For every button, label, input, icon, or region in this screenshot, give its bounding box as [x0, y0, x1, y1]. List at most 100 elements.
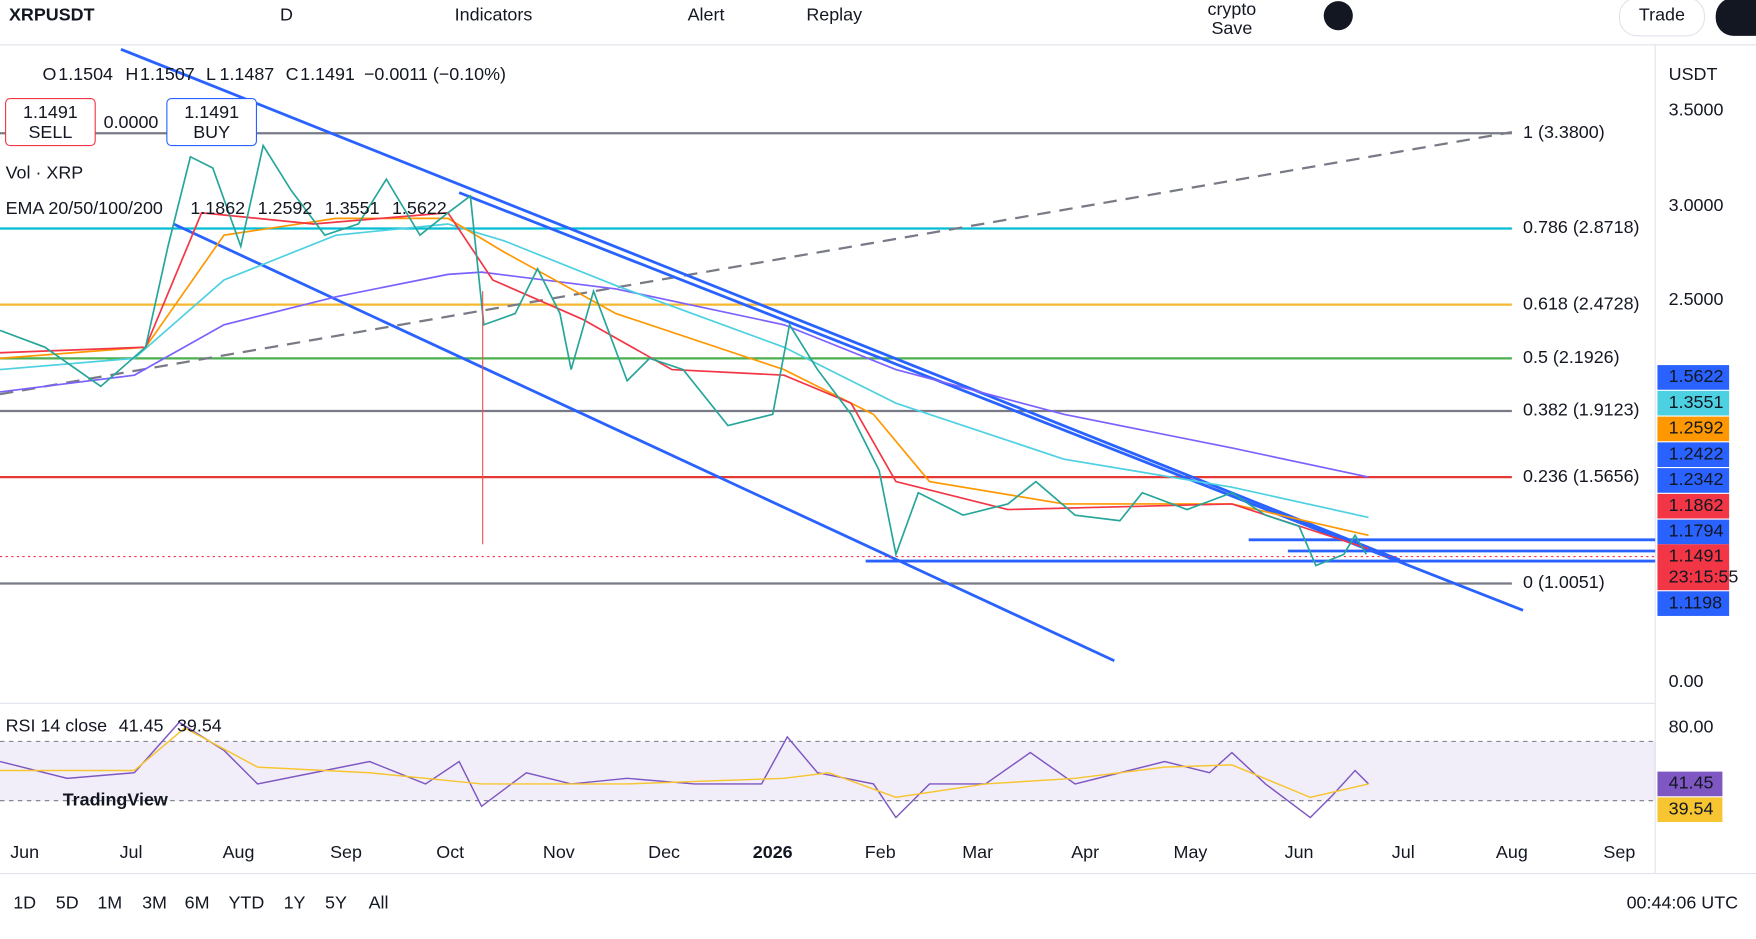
- buy-box[interactable]: [166, 97, 258, 147]
- range-button[interactable]: 3M: [142, 892, 167, 912]
- time-axis-label: Apr: [1071, 842, 1099, 862]
- ohlc-open-label: O: [43, 64, 57, 84]
- price-axis-label: 2.5000: [1669, 289, 1724, 309]
- time-axis-label: Jun: [1285, 842, 1314, 862]
- price-badge: [1657, 591, 1730, 616]
- avatar[interactable]: [1323, 1, 1353, 31]
- price-badge-text: 1.2422: [1669, 443, 1724, 463]
- sell-price: 1.1491: [23, 102, 78, 122]
- indicators-button[interactable]: Indicators: [455, 4, 533, 24]
- time-axis-label: Mar: [962, 842, 993, 862]
- time-axis-label: Nov: [543, 842, 575, 862]
- time-axis-label: Sep: [330, 842, 362, 862]
- price-badge-text: 1.1862: [1669, 495, 1724, 515]
- range-button[interactable]: YTD: [228, 892, 264, 912]
- rsi-badge: [1657, 771, 1723, 797]
- fib-label: 0 (1.0051): [1523, 572, 1605, 592]
- symbol[interactable]: XRPUSDT: [9, 4, 95, 24]
- fib-label: 0.618 (2.4728): [1523, 293, 1639, 313]
- price-badge: [1657, 565, 1730, 591]
- layout-status: Save: [1211, 18, 1252, 38]
- range-button[interactable]: 5D: [56, 892, 79, 912]
- price-badge-text: 1.3551: [1669, 392, 1724, 412]
- price-badge: [1657, 390, 1730, 416]
- sell-label: SELL: [28, 122, 72, 142]
- time-axis-label: Aug: [1496, 842, 1528, 862]
- rsi-value: 41.45: [119, 716, 164, 736]
- price-badge-text: 23:15:55: [1669, 567, 1739, 587]
- price-badge: [1657, 493, 1730, 519]
- publish-button[interactable]: [1715, 0, 1756, 36]
- rsi-badge-text: 41.45: [1669, 773, 1714, 793]
- rsi-band: [0, 741, 1656, 801]
- price-badge-text: 1.1491: [1669, 545, 1724, 565]
- price-axis-label: 3.5000: [1669, 100, 1724, 120]
- fib-lines: [0, 131, 1513, 585]
- currency-select[interactable]: USDT: [1669, 64, 1718, 84]
- price-axis-label: 3.0000: [1669, 195, 1724, 215]
- range-button[interactable]: 1M: [97, 892, 122, 912]
- range-button[interactable]: 1D: [13, 892, 36, 912]
- range-button[interactable]: All: [369, 892, 389, 912]
- price-badge-text: 1.2342: [1669, 469, 1724, 489]
- time-axis-label: Jul: [1392, 842, 1415, 862]
- rsi-ma: [0, 727, 1369, 799]
- ohlc-high-label: H: [125, 64, 138, 84]
- time-axis-label: Feb: [865, 842, 896, 862]
- ema-legend: EMA 20/50/100/200: [6, 198, 163, 218]
- ema-value: 1.2592: [258, 198, 313, 218]
- ohlc-close: 1.1491: [300, 64, 355, 84]
- time-axis-label: Aug: [223, 842, 255, 862]
- time-axis-label: Jul: [120, 842, 143, 862]
- brand-logo: TradingView: [63, 789, 168, 809]
- fib-label: 0.236 (1.5656): [1523, 466, 1639, 486]
- price-badge: [1657, 416, 1730, 442]
- price-badge-text: 1.1794: [1669, 521, 1724, 541]
- ema-lines: [0, 211, 1369, 550]
- ohlc-high: 1.1507: [140, 64, 195, 84]
- ema-value: 1.3551: [325, 198, 380, 218]
- layout-name[interactable]: crypto: [1208, 0, 1257, 19]
- fib-label: 0.382 (1.9123): [1523, 400, 1639, 420]
- range-button[interactable]: 6M: [185, 892, 210, 912]
- interval[interactable]: D: [280, 4, 293, 24]
- rsi-badge: [1657, 797, 1723, 823]
- clock: 00:44:06 UTC: [1627, 892, 1739, 912]
- time-axis-label: May: [1174, 842, 1208, 862]
- fib-label: 0.5 (2.1926): [1523, 347, 1620, 367]
- ema-value: 1.5622: [392, 198, 447, 218]
- price-path: [0, 143, 1367, 567]
- avatar-letter: C: [1332, 6, 1345, 26]
- trade-button[interactable]: [1618, 0, 1706, 37]
- time-axis-label: Jun: [10, 842, 39, 862]
- ohlc-open: 1.1504: [58, 64, 113, 84]
- price-badge-text: 1.5622: [1669, 366, 1724, 386]
- price-badge: [1657, 519, 1730, 545]
- fib-label: 1 (3.3800): [1523, 122, 1605, 142]
- ema-value: 1.1862: [190, 198, 245, 218]
- price-badge: [1657, 544, 1730, 569]
- price-badge: [1657, 442, 1730, 467]
- price-badge-text: 1.2592: [1669, 418, 1724, 438]
- rsi-name: RSI 14 close: [6, 716, 108, 736]
- trade-label: Trade: [1639, 4, 1685, 24]
- rsi-axis-label: 80.00: [1669, 717, 1714, 737]
- price-badge-text: 1.1198: [1669, 592, 1722, 612]
- range-button[interactable]: 1Y: [284, 892, 306, 912]
- ohlc-low-label: L: [206, 64, 216, 84]
- publish-label: Pu: [1734, 4, 1756, 24]
- replay-button[interactable]: Replay: [806, 4, 862, 24]
- ohlc-change: −0.0011 (−0.10%): [364, 64, 506, 84]
- rsi-ma-value: 39.54: [177, 716, 222, 736]
- range-button[interactable]: 5Y: [325, 892, 347, 912]
- price-axis-label: 0.00: [1669, 671, 1704, 691]
- alert-button[interactable]: Alert: [688, 4, 725, 24]
- volume-legend: Vol · XRP: [6, 162, 84, 182]
- rsi-badge-text: 39.54: [1669, 798, 1714, 818]
- buy-price: 1.1491: [184, 102, 239, 122]
- spread: 0.0000: [104, 112, 159, 132]
- price-badge: [1657, 468, 1730, 493]
- sell-box[interactable]: [5, 97, 96, 147]
- time-axis-label: Sep: [1603, 842, 1635, 862]
